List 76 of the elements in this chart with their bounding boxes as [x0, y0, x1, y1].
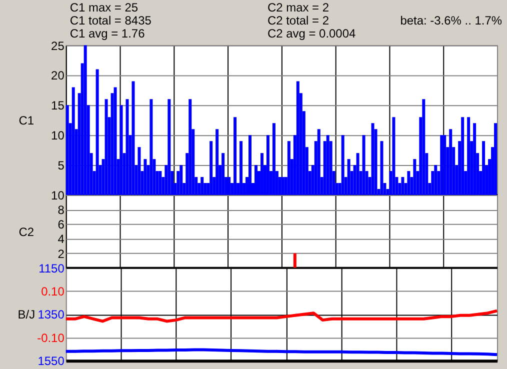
y-axis-title: C2: [18, 224, 34, 239]
y2-axis-title: B/J: [18, 308, 36, 322]
bar: [120, 105, 123, 195]
bar: [240, 141, 243, 195]
bar: [401, 177, 404, 195]
bar: [158, 171, 162, 195]
bar: [260, 153, 264, 195]
bar: [434, 165, 438, 195]
y-tick-label: 1150: [38, 261, 65, 276]
bar: [296, 81, 300, 195]
text: C2 total = 2: [267, 13, 330, 28]
y-tick-label: 1550: [38, 354, 65, 368]
bar: [200, 177, 204, 195]
bar: [222, 153, 225, 195]
bar: [180, 165, 183, 195]
y-axis-title: C1: [18, 114, 34, 128]
bar: [84, 45, 87, 195]
y-tick-label: 2: [58, 246, 65, 261]
bar: [287, 141, 290, 195]
y-tick-label: 15: [51, 98, 65, 113]
bar: [494, 123, 498, 195]
bar: [392, 117, 396, 195]
bar: [248, 135, 252, 195]
y-tick-label: 4: [58, 232, 65, 246]
text: C2 avg = 0.0004: [267, 26, 356, 40]
y-tick-label: 25: [51, 38, 65, 53]
text: C1 total = 8435: [70, 13, 152, 28]
bar: [473, 123, 476, 195]
y-tick-label: 10: [51, 128, 65, 143]
text: C1 max = 25: [70, 0, 138, 14]
bar: [449, 129, 452, 195]
line-series: [64, 309, 499, 323]
bar: [272, 123, 276, 195]
bar: [341, 135, 344, 195]
text: beta: -3.6% .. 1.7%: [400, 13, 502, 28]
bar: [371, 123, 374, 195]
bar: [407, 171, 410, 195]
bar: [144, 159, 147, 195]
bar: [347, 159, 350, 195]
bar: [234, 117, 237, 195]
bar: [413, 159, 416, 195]
bar: [362, 135, 366, 195]
bar: [138, 147, 141, 195]
bar: [443, 135, 446, 195]
bar: [150, 99, 153, 195]
bar: [461, 117, 464, 195]
bar: [482, 141, 486, 195]
bar: [132, 81, 135, 195]
y-tick-label: 8: [58, 203, 65, 218]
bar: [326, 135, 330, 195]
y-tick-label: 5: [58, 158, 65, 173]
bar: [72, 87, 75, 195]
bar: [210, 141, 213, 195]
bar: [440, 135, 444, 195]
bar: [254, 165, 258, 195]
y-tick-label: 1350: [38, 308, 65, 322]
bar: [104, 99, 108, 195]
y2-tick-label: -0.10: [37, 330, 65, 345]
bar: [266, 135, 270, 195]
bar: [216, 129, 219, 195]
bar: [66, 105, 69, 195]
bar: [422, 99, 426, 195]
bar: [467, 117, 470, 195]
y-tick-label: 20: [51, 68, 65, 83]
text: C1 avg = 1.76: [70, 26, 146, 40]
y2-tick-label: 0.10: [41, 284, 65, 299]
bar: [228, 177, 231, 195]
y-tick-label: 10: [51, 188, 65, 202]
bar: [188, 99, 192, 195]
text: C2 max = 2: [267, 0, 330, 14]
bar: [356, 153, 360, 195]
y-tick-label: 6: [58, 218, 65, 232]
bar: [96, 69, 99, 195]
bar: [168, 99, 171, 195]
bar: [114, 87, 117, 195]
bar: [317, 129, 320, 195]
